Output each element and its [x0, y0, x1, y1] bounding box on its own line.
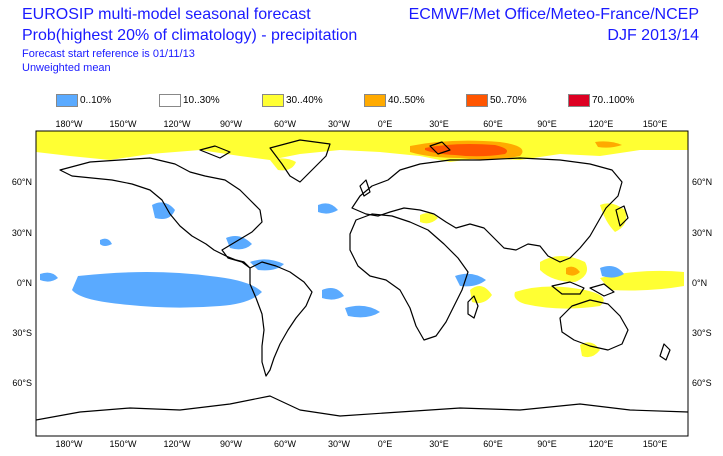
central-pacific-dry [40, 272, 58, 282]
legend-label: 50..70% [490, 95, 527, 106]
new-zealand-coast [659, 343, 671, 361]
legend-label: 30..40% [286, 95, 323, 106]
lon-label: 60°E [483, 439, 503, 449]
kamchatka-moderate-probability [595, 141, 622, 148]
map-title: EUROSIP multi-model seasonal forecast [22, 6, 311, 23]
legend-swatch [159, 94, 181, 107]
north-pacific-dry [152, 202, 175, 219]
australia-coast [559, 299, 629, 351]
lon-label: 30°E [429, 119, 449, 129]
equatorial-atlantic-dry [322, 288, 344, 300]
lat-label: 60°N [692, 177, 712, 187]
lat-label: 60°N [12, 177, 32, 187]
longitude-labels-top: 180°W 150°W 120°W 90°W 60°W 30°W 0°E 30°… [55, 119, 667, 129]
hawaii-dry [100, 238, 112, 246]
australia-south-patch [580, 342, 600, 358]
lon-label: 60°E [483, 119, 503, 129]
lon-label: 150°W [109, 439, 137, 449]
philippine-sea-dry [600, 266, 624, 278]
arctic-high-probability [36, 131, 688, 162]
lat-label: 60°S [12, 378, 32, 388]
madagascar-coast [467, 295, 479, 319]
legend-label: 70..100% [592, 95, 635, 106]
indochina-patch [540, 256, 588, 282]
probability-shading [36, 131, 688, 358]
lon-label: 120°E [589, 119, 614, 129]
lat-label: 30°S [12, 328, 32, 338]
legend-label: 10..30% [183, 95, 220, 106]
canadian-archipelago-coast [199, 145, 231, 159]
south-atlantic-dry [345, 305, 380, 318]
latitude-labels-left: 60°N 30°N 0°N 30°S 60°S [12, 177, 32, 388]
japan-coast [615, 205, 629, 227]
lon-label: 90°E [537, 119, 557, 129]
novaya-zemlya-coast [429, 141, 451, 155]
lat-label: 0°N [692, 278, 707, 288]
lat-label: 30°N [692, 228, 712, 238]
coastlines [36, 139, 688, 421]
lon-label: 120°E [589, 439, 614, 449]
lon-label: 180°W [55, 439, 83, 449]
lat-label: 30°N [12, 228, 32, 238]
map-frame [35, 130, 689, 437]
lat-label: 30°S [692, 328, 712, 338]
lat-label: 0°N [17, 278, 32, 288]
eurasia-coast [351, 157, 623, 263]
lon-label: 90°W [220, 119, 243, 129]
lat-label: 60°S [692, 378, 712, 388]
gulf-of-mexico-dry [226, 236, 252, 250]
legend-swatch [364, 94, 386, 107]
africa-coast [349, 213, 469, 341]
lon-label: 30°E [429, 439, 449, 449]
lon-label: 150°E [643, 119, 668, 129]
new-guinea-coast [589, 283, 615, 297]
caribbean-dry [250, 259, 284, 271]
legend-label: 40..50% [388, 95, 425, 106]
lon-label: 90°E [537, 439, 557, 449]
latitude-labels-right: 60°N 30°N 0°N 30°S 60°S [692, 177, 712, 388]
greenland-coast [269, 139, 331, 183]
western-indian-ocean-dry [455, 273, 486, 287]
antarctica-coast [36, 395, 688, 421]
map-subtitle: Prob(highest 20% of climatology) - preci… [22, 27, 358, 44]
legend-swatch [56, 94, 78, 107]
lon-label: 90°W [220, 439, 243, 449]
equatorial-pacific-dry [72, 272, 262, 308]
south-china-sea-patch [566, 266, 580, 276]
lon-label: 150°W [109, 119, 137, 129]
legend-swatch [568, 94, 590, 107]
lon-label: 60°W [274, 439, 297, 449]
uk-coast [359, 179, 371, 197]
lon-label: 120°W [163, 119, 191, 129]
legend-swatch [466, 94, 488, 107]
lon-label: 150°E [643, 439, 668, 449]
lon-label: 0°E [378, 119, 393, 129]
lon-label: 30°W [328, 439, 351, 449]
south-america-coast [249, 261, 313, 377]
legend-swatch [262, 94, 284, 107]
season-label: DJF 2013/14 [607, 27, 699, 44]
north-america-coast [59, 157, 263, 269]
north-atlantic-dry [318, 203, 338, 214]
weighting-note: Unweighted mean [22, 62, 111, 74]
lon-label: 120°W [163, 439, 191, 449]
legend-label: 0..10% [80, 95, 112, 106]
greenland-sea-patch [270, 158, 296, 171]
borneo-coast [551, 281, 585, 295]
centres-label: ECMWF/Met Office/Meteo-France/NCEP [408, 6, 699, 23]
forecast-start-reference: Forecast start reference is 01/11/13 [22, 48, 195, 60]
lon-label: 0°E [378, 439, 393, 449]
lon-label: 180°W [55, 119, 83, 129]
middle-east-patch [420, 213, 438, 224]
lon-label: 60°W [274, 119, 297, 129]
siberia-high-probability [425, 144, 508, 157]
longitude-labels-bottom: 180°W 150°W 120°W 90°W 60°W 30°W 0°E 30°… [55, 439, 667, 449]
lon-label: 30°W [328, 119, 351, 129]
west-pacific-patch [600, 270, 684, 291]
